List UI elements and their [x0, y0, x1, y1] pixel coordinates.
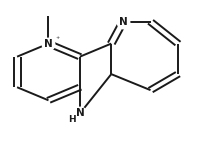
- Text: N: N: [119, 17, 127, 27]
- Text: N: N: [44, 39, 53, 49]
- Text: N: N: [75, 108, 84, 118]
- Text: ⁺: ⁺: [55, 35, 59, 44]
- Text: H: H: [68, 115, 76, 124]
